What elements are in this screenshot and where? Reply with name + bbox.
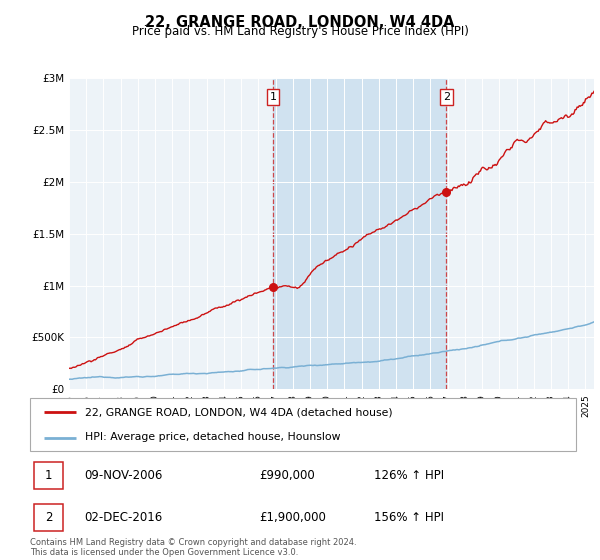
Text: HPI: Average price, detached house, Hounslow: HPI: Average price, detached house, Houn… — [85, 432, 340, 442]
FancyBboxPatch shape — [34, 504, 63, 531]
Text: 2: 2 — [45, 511, 52, 524]
Text: 2: 2 — [443, 92, 450, 102]
Bar — [273, 78, 446, 389]
Text: 22, GRANGE ROAD, LONDON, W4 4DA: 22, GRANGE ROAD, LONDON, W4 4DA — [145, 15, 455, 30]
Text: 156% ↑ HPI: 156% ↑ HPI — [374, 511, 444, 524]
Text: 22, GRANGE ROAD, LONDON, W4 4DA (detached house): 22, GRANGE ROAD, LONDON, W4 4DA (detache… — [85, 408, 392, 418]
Text: Contains HM Land Registry data © Crown copyright and database right 2024.
This d: Contains HM Land Registry data © Crown c… — [30, 538, 356, 557]
Text: £990,000: £990,000 — [259, 469, 315, 482]
Text: 02-DEC-2016: 02-DEC-2016 — [85, 511, 163, 524]
FancyBboxPatch shape — [30, 398, 576, 451]
Text: 09-NOV-2006: 09-NOV-2006 — [85, 469, 163, 482]
Text: 126% ↑ HPI: 126% ↑ HPI — [374, 469, 444, 482]
Text: 1: 1 — [269, 92, 277, 102]
Text: Price paid vs. HM Land Registry's House Price Index (HPI): Price paid vs. HM Land Registry's House … — [131, 25, 469, 38]
Text: 1: 1 — [45, 469, 52, 482]
FancyBboxPatch shape — [34, 462, 63, 488]
Text: £1,900,000: £1,900,000 — [259, 511, 326, 524]
